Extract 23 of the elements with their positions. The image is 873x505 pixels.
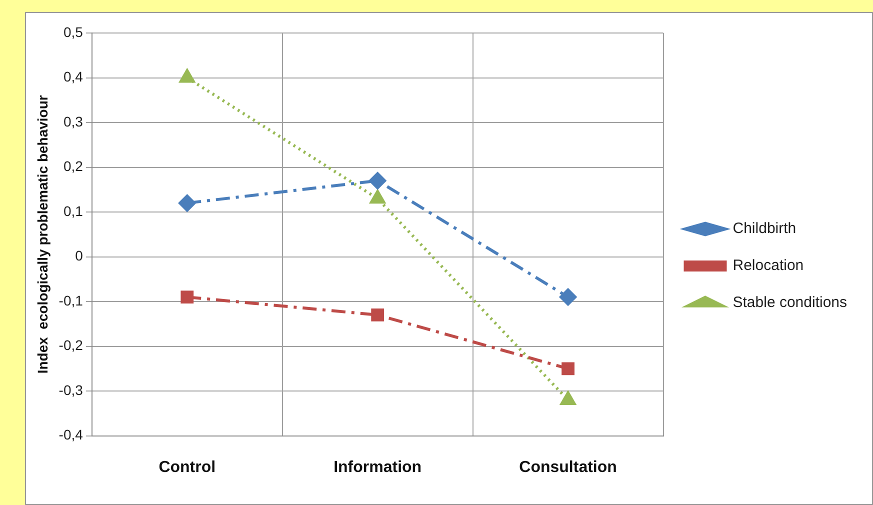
point [180, 290, 194, 304]
y-tick-label: 0,3 [63, 113, 84, 130]
point [178, 194, 196, 212]
y-tick-label: 0,1 [63, 202, 84, 219]
legend-label: Relocation [732, 257, 804, 274]
y-tick-label: -0,1 [58, 292, 84, 308]
y-tick-label: 0 [75, 248, 84, 264]
point [369, 172, 386, 190]
y-axis-title: Index ecologically problematic behaviour [34, 94, 50, 374]
y-tick-label: 0,5 [63, 24, 84, 40]
point [562, 362, 574, 376]
y-tick-label: -0,2 [58, 337, 84, 354]
y-tick-label: 0,4 [63, 68, 84, 85]
x-tick-label: Control [158, 458, 216, 476]
y-tick-label: -0,4 [58, 426, 84, 443]
x-tick-label: Consultation [519, 458, 617, 476]
x-tick-label: Information [334, 458, 422, 476]
legend-label: Stable conditions [732, 294, 848, 312]
y-tick-label: 0,2 [63, 158, 84, 174]
legend-label: Childbirth [732, 220, 796, 238]
point [371, 308, 384, 322]
y-tick-label: -0,3 [58, 382, 84, 398]
point [560, 288, 577, 306]
